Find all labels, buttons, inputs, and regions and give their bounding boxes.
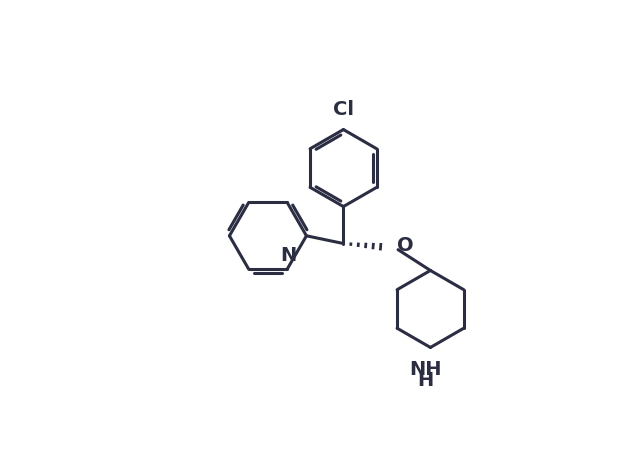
Text: O: O (397, 236, 414, 255)
Text: Cl: Cl (333, 100, 354, 119)
Text: H: H (418, 370, 434, 390)
Text: NH: NH (410, 360, 442, 379)
Text: N: N (280, 246, 297, 265)
